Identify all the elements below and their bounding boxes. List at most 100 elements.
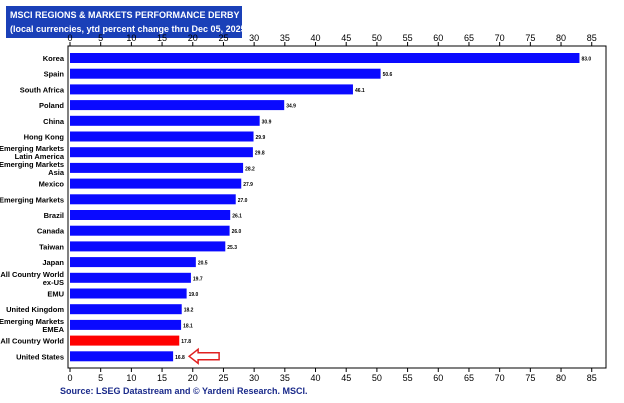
category-label: Canada (37, 227, 65, 236)
bottom-axis: 0 5 10 15 20 25 30 35 40 45 50 55 60 65 70 75 80 85 (67, 368, 597, 383)
bar (70, 304, 182, 315)
bars (70, 53, 580, 362)
bottom-tick-label: 65 (464, 373, 474, 383)
source-note: Source: LSEG Datastream and © Yardeni Re… (60, 386, 308, 396)
category-label-line: Japan (42, 258, 64, 267)
category-label-line: United States (16, 352, 64, 361)
value-label: 19.0 (189, 292, 199, 298)
category-label: China (43, 117, 65, 126)
bottom-tick-label: 0 (67, 373, 72, 383)
category-label-line: Canada (37, 227, 65, 236)
bar (70, 351, 174, 362)
value-label: 25.3 (227, 245, 237, 251)
bottom-tick-label: 55 (403, 373, 413, 383)
value-label: 50.6 (383, 72, 393, 78)
top-tick-label: 75 (525, 33, 535, 43)
category-label-line: Hong Kong (24, 133, 65, 142)
bar (70, 288, 187, 299)
category-label-line: Poland (39, 101, 64, 110)
category-label: All Country World ex-US (0, 270, 64, 287)
value-label: 83.0 (581, 57, 591, 63)
bar (70, 147, 253, 158)
category-label-line: EMEA (42, 325, 64, 334)
value-label: 20.5 (198, 261, 208, 267)
top-tick-label: 85 (587, 33, 597, 43)
bottom-tick-label: 50 (372, 373, 382, 383)
bar (70, 84, 353, 95)
bar (70, 100, 285, 111)
bar (70, 131, 254, 142)
plot-frame (67, 45, 607, 369)
bar (70, 53, 580, 63)
top-tick-label: 15 (157, 33, 167, 43)
bottom-tick-label: 5 (98, 373, 103, 383)
category-label: South Africa (20, 85, 65, 94)
category-label: United Kingdom (6, 305, 64, 314)
category-label-line: All Country World (0, 270, 64, 279)
value-label: 27.0 (238, 198, 248, 204)
value-label: 46.1 (355, 88, 365, 94)
category-label-line: All Country World (0, 337, 64, 346)
bar (70, 225, 230, 236)
value-label: 34.9 (286, 104, 296, 110)
arrow-annotation (187, 347, 220, 365)
chart-title: MSCI REGIONS & MARKETS PERFORMANCE DERBY… (6, 6, 249, 38)
bar (70, 178, 242, 189)
category-label: Emerging Markets EMEA (0, 317, 65, 334)
top-tick-label: 55 (403, 33, 413, 43)
category-label: EMU (47, 290, 64, 299)
bottom-tick-label: 25 (218, 373, 228, 383)
category-label: All Country World (0, 337, 64, 346)
bottom-tick-label: 35 (280, 373, 290, 383)
value-label: 18.1 (183, 323, 193, 329)
category-label-line: Spain (44, 70, 65, 79)
top-tick-label: 65 (464, 33, 474, 43)
top-axis: 0 5 10 15 20 25 30 35 40 45 50 55 60 65 70 75 80 85 (67, 33, 597, 46)
category-label: Mexico (39, 180, 65, 189)
top-tick-label: 0 (67, 33, 72, 43)
top-tick-label: 20 (188, 33, 198, 43)
category-label-line: Emerging Markets (0, 195, 64, 204)
top-tick-label: 70 (495, 33, 505, 43)
value-label: 16.8 (175, 355, 185, 361)
category-label-line: Emerging Markets (0, 317, 64, 326)
value-label: 29.9 (256, 135, 266, 141)
bottom-tick-label: 80 (556, 373, 566, 383)
bottom-tick-label: 70 (495, 373, 505, 383)
category-label: Emerging Markets Asia (0, 160, 65, 177)
value-label: 26.0 (232, 229, 242, 235)
top-tick-label: 50 (372, 33, 382, 43)
value-label: 27.9 (243, 182, 253, 188)
value-label: 18.2 (184, 308, 194, 314)
value-label: 17.8 (181, 339, 191, 345)
value-label: 19.7 (193, 276, 203, 282)
category-label: Spain (44, 70, 65, 79)
top-tick-label: 30 (249, 33, 259, 43)
bottom-tick-label: 85 (587, 373, 597, 383)
bottom-tick-label: 40 (311, 373, 321, 383)
top-tick-label: 40 (311, 33, 321, 43)
top-tick-label: 5 (98, 33, 103, 43)
category-label-line: Latin America (15, 152, 65, 161)
category-label-line: Korea (43, 54, 65, 63)
category-label: Hong Kong (24, 133, 65, 142)
category-label: Emerging Markets Latin America (0, 144, 65, 161)
category-label-line: Taiwan (39, 242, 64, 251)
category-label: Taiwan (39, 242, 64, 251)
top-tick-label: 80 (556, 33, 566, 43)
title-line-2: (local currencies, ytd percent change th… (10, 24, 249, 34)
top-tick-label: 35 (280, 33, 290, 43)
category-label: Brazil (44, 211, 64, 220)
category-label-line: Brazil (44, 211, 64, 220)
value-labels: 83.0 50.6 46.1 34.9 30.9 29.9 29.8 28.2 27.9 27.0… (175, 57, 591, 361)
top-tick-label: 10 (126, 33, 136, 43)
category-label-line: United Kingdom (6, 305, 64, 314)
category-label-line: Mexico (39, 180, 65, 189)
bar (70, 319, 182, 330)
bottom-tick-label: 30 (249, 373, 259, 383)
top-tick-label: 45 (341, 33, 351, 43)
category-label: Korea (43, 54, 65, 63)
category-label-line: Asia (48, 168, 65, 177)
value-label: 28.2 (245, 166, 255, 172)
